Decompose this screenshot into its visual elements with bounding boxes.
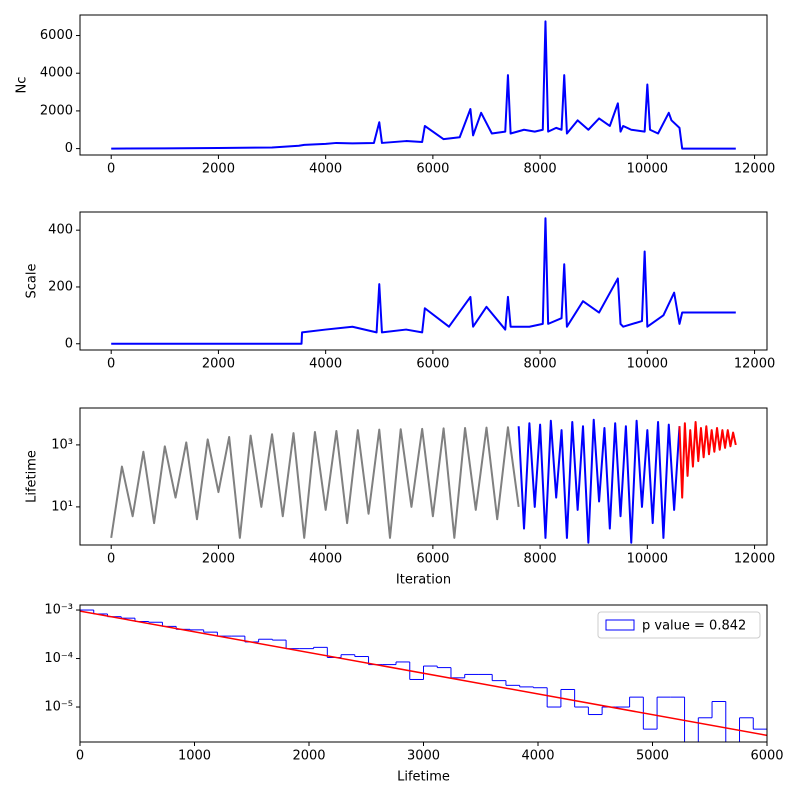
legend-label: p value = 0.842 (642, 619, 746, 634)
y-tick-label: 200 (48, 279, 73, 294)
x-tick-label: 10000 (627, 357, 668, 372)
panel: 0 2000 4000 6000 8000 10000 12000 10¹ 10³ Lifetim… (25, 407, 775, 588)
series-line (111, 217, 736, 345)
y-tick-label: 10¹ (51, 499, 73, 514)
x-tick-label: 6000 (416, 357, 449, 372)
y-tick-label: 10⁻³ (44, 603, 73, 618)
legend-swatch (605, 619, 635, 631)
y-tick-label: 0 (65, 141, 73, 156)
y-tick-label: 0 (65, 336, 73, 351)
axes-frame (79, 604, 768, 743)
y-tick-label: 10⁻⁵ (44, 700, 73, 715)
series-line (678, 420, 737, 499)
x-tick-label: 2000 (202, 357, 235, 372)
plot-area (111, 20, 736, 150)
x-tick-label: 6000 (416, 552, 449, 567)
panel: 0 1000 2000 3000 4000 5000 6000 10⁻⁵ 10⁻⁴ 10⁻³ Lif… (44, 603, 783, 785)
plot-area (110, 418, 737, 544)
x-tick-label: 4000 (309, 357, 342, 372)
series-line (111, 20, 736, 150)
fit-line (80, 610, 767, 737)
x-tick-label: 12000 (734, 552, 775, 567)
y-tick-label: 4000 (40, 66, 73, 81)
x-tick-label: 0 (107, 552, 115, 567)
x-tick-label: 2000 (202, 162, 235, 177)
x-tick-label: 8000 (524, 162, 557, 177)
x-tick-label: 4000 (521, 749, 554, 764)
x-tick-label: 2000 (292, 749, 325, 764)
x-tick-label: 8000 (524, 357, 557, 372)
x-tick-label: 4000 (309, 162, 342, 177)
x-tick-label: 0 (107, 357, 115, 372)
x-tick-label: 3000 (407, 749, 440, 764)
y-axis-label: Lifetime (25, 450, 40, 503)
plot-area (80, 609, 767, 742)
x-tick-label: 4000 (309, 552, 342, 567)
y-tick-label: 2000 (40, 103, 73, 118)
y-axis-label: Scale (25, 264, 40, 299)
y-tick-label: 10⁻⁴ (44, 651, 73, 666)
panel: 0 2000 4000 6000 8000 10000 12000 0 200 400 Scale (25, 211, 775, 372)
panel: 0 2000 4000 6000 8000 10000 12000 0 2000 4000 6000… (15, 14, 775, 177)
x-tick-label: 5000 (636, 749, 669, 764)
x-tick-label: 12000 (734, 162, 775, 177)
x-tick-label: 6000 (416, 162, 449, 177)
axes-frame (79, 407, 768, 546)
x-tick-label: 6000 (750, 749, 783, 764)
x-axis-label: Iteration (396, 573, 451, 588)
y-tick-label: 10³ (51, 437, 73, 452)
axes-frame (79, 14, 768, 156)
y-tick-label: 400 (48, 223, 73, 238)
x-tick-label: 8000 (524, 552, 557, 567)
legend-box (597, 611, 761, 639)
x-tick-label: 10000 (627, 552, 668, 567)
x-tick-label: 10000 (627, 162, 668, 177)
x-tick-label: 1000 (178, 749, 211, 764)
plot-area (111, 217, 736, 345)
x-tick-label: 12000 (734, 357, 775, 372)
y-tick-label: 6000 (40, 28, 73, 43)
y-axis-label: Nc (15, 77, 30, 94)
x-tick-label: 0 (76, 749, 84, 764)
x-tick-label: 2000 (202, 552, 235, 567)
series-line (517, 418, 681, 544)
axes-frame (79, 211, 768, 351)
x-tick-label: 0 (107, 162, 115, 177)
series-line (110, 426, 520, 539)
x-axis-label: Lifetime (397, 770, 450, 785)
